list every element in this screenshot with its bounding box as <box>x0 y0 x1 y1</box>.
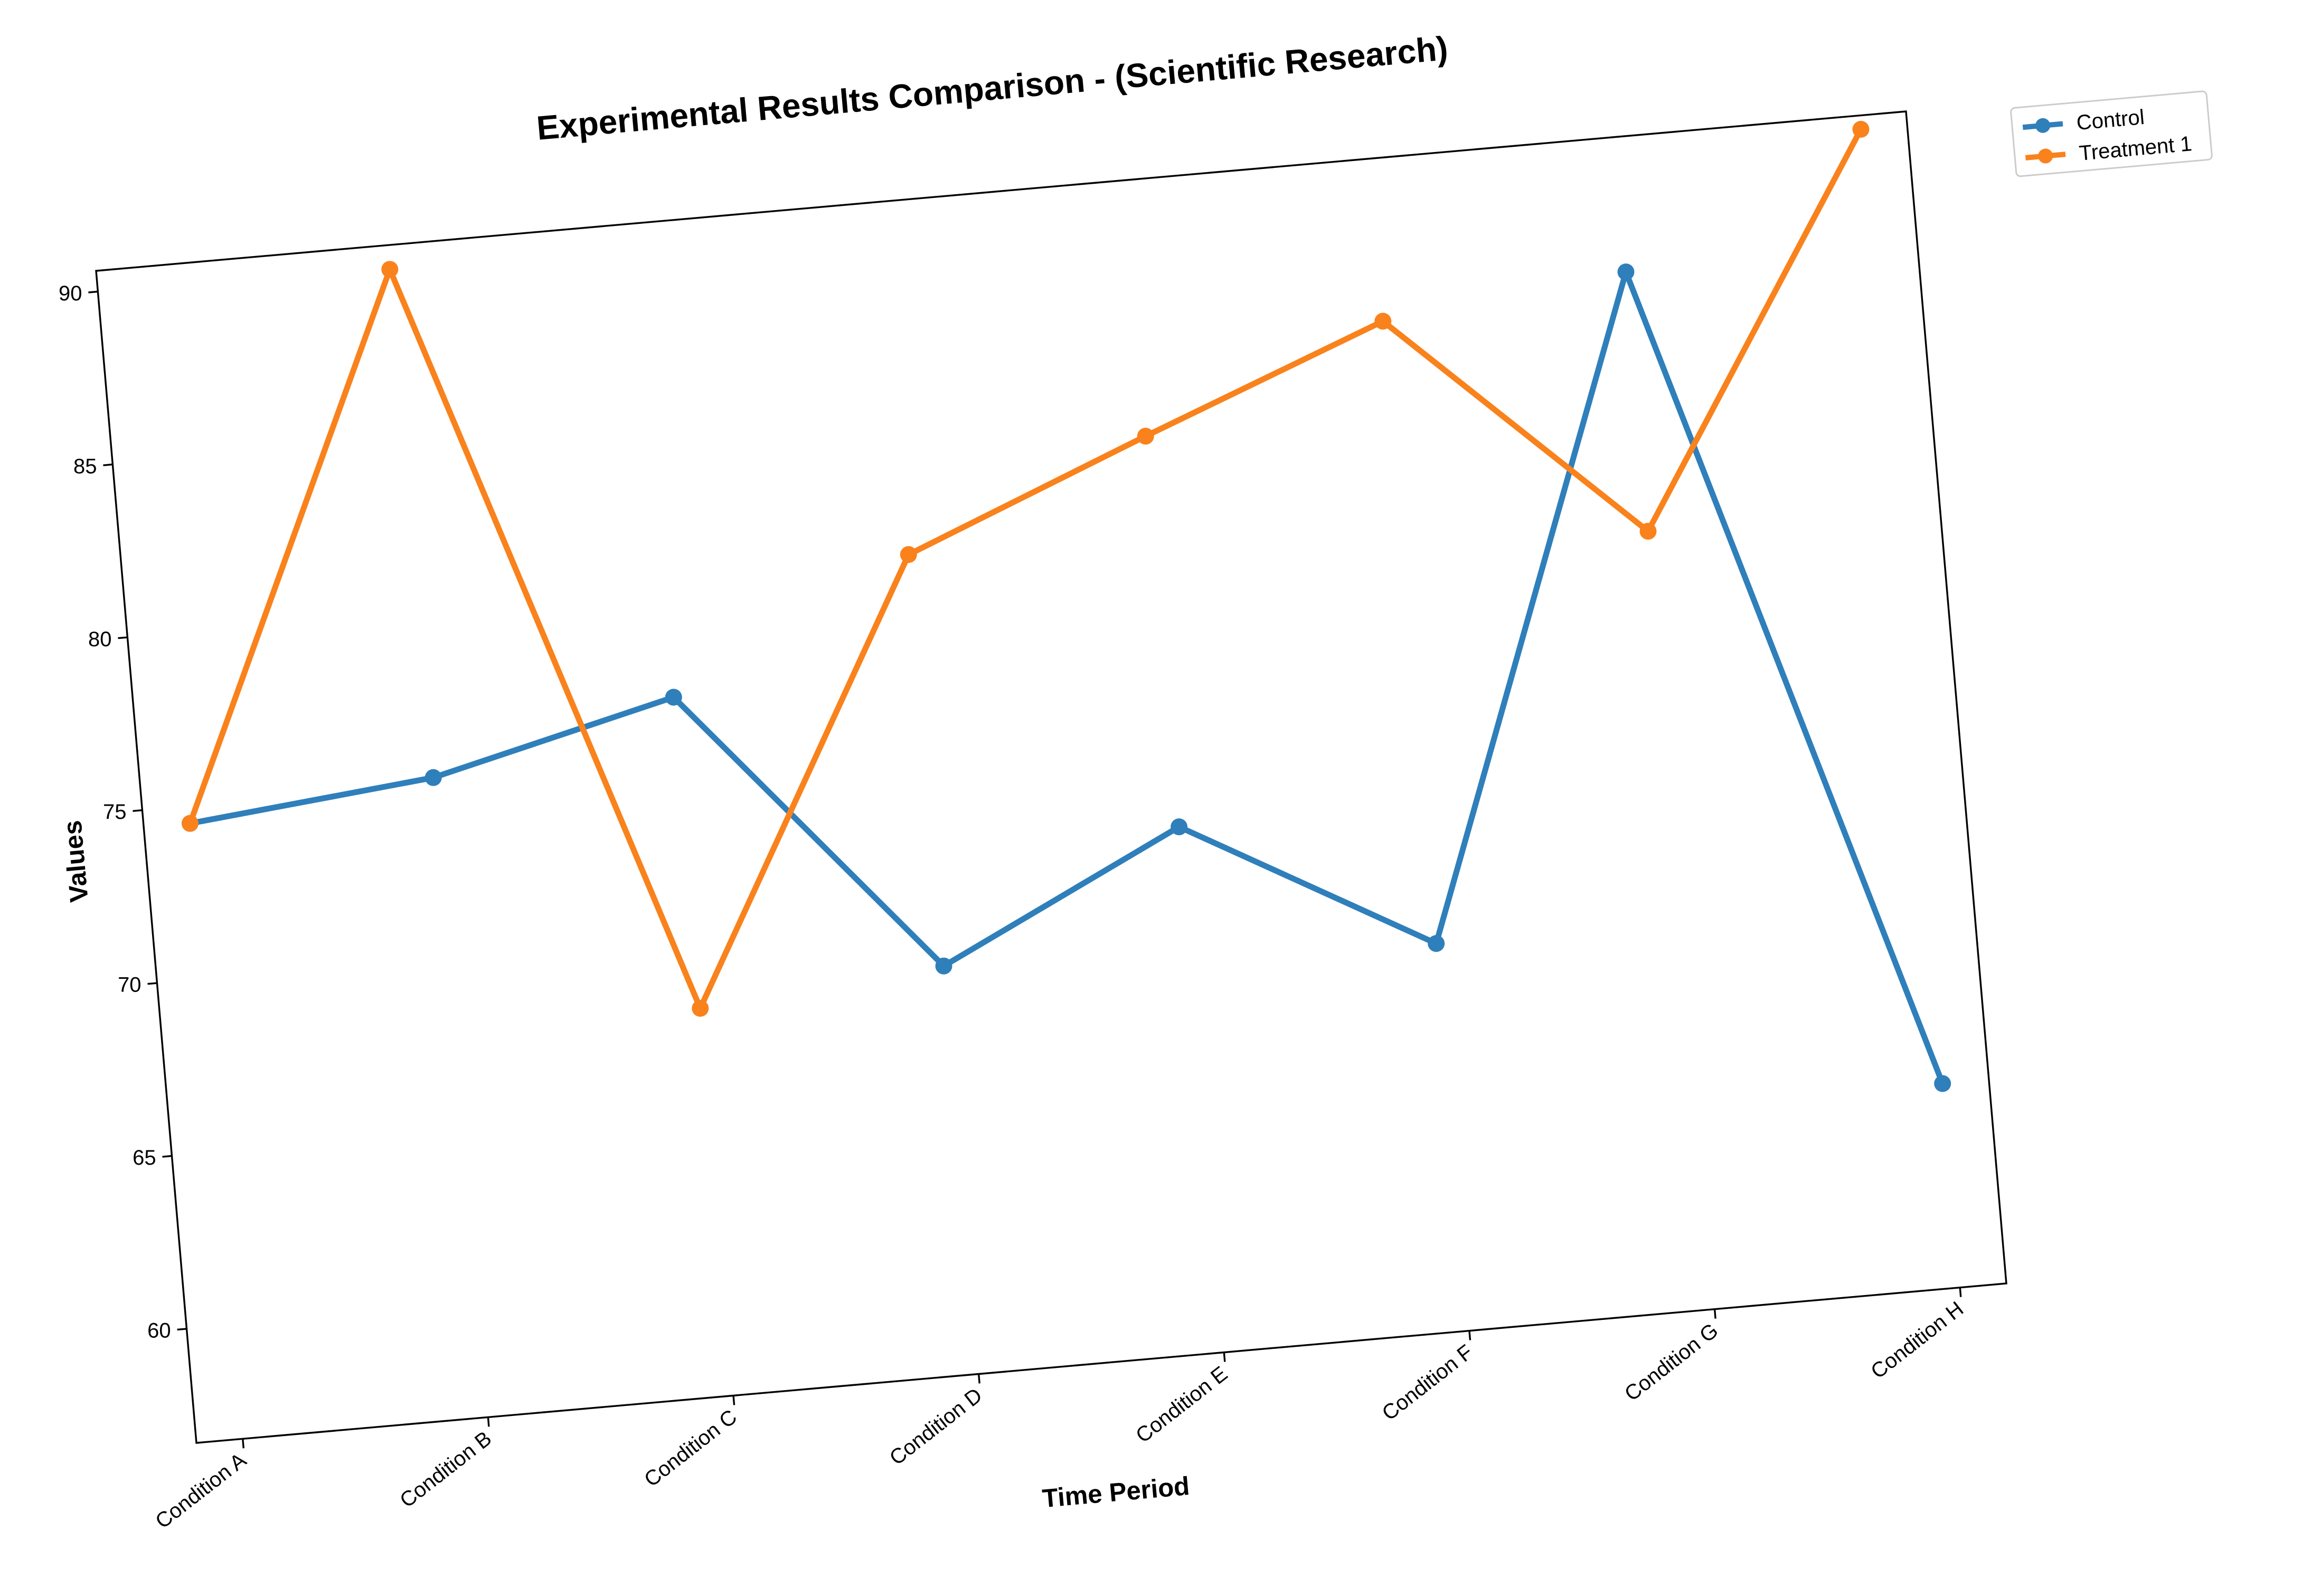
legend-marker-treatment-1 <box>2038 148 2053 164</box>
x-tick-condition-c <box>732 1395 735 1405</box>
y-tick-label-75: 75 <box>103 800 127 824</box>
y-tick-80 <box>118 636 128 639</box>
x-tick-label-condition-f: Condition F <box>1378 1340 1477 1425</box>
x-axis-title: Time Period <box>1041 1472 1191 1513</box>
x-tick-condition-a <box>242 1439 244 1449</box>
plot-area: 60 65 70 75 80 85 90 Condition A Condition B Con… <box>59 110 2007 1533</box>
point-control-condition-e <box>1171 818 1188 836</box>
x-tick-condition-e <box>1223 1352 1226 1362</box>
series-line-treatment-1 <box>187 126 1864 1012</box>
y-tick-label-65: 65 <box>133 1146 156 1169</box>
y-axis-title: Values <box>58 819 93 903</box>
point-treatment-1-condition-f <box>1374 313 1392 330</box>
y-tick-label-85: 85 <box>73 455 97 478</box>
point-treatment-1-condition-c <box>692 999 709 1017</box>
x-tick-label-condition-a: Condition A <box>151 1448 251 1533</box>
y-tick-label-70: 70 <box>118 974 141 997</box>
chart-title: Experimental Results Comparison - (Scien… <box>535 29 1449 147</box>
point-treatment-1-condition-b <box>381 261 399 278</box>
y-tick-75 <box>133 809 143 812</box>
point-control-condition-f <box>1428 935 1445 952</box>
point-treatment-1-condition-e <box>1137 428 1154 445</box>
x-tick-label-condition-d: Condition D <box>885 1384 987 1470</box>
x-tick-condition-d <box>977 1374 980 1384</box>
x-tick-condition-b <box>487 1417 490 1427</box>
x-tick-label-condition-e: Condition E <box>1131 1362 1232 1448</box>
point-treatment-1-condition-h <box>1852 120 1870 138</box>
x-tick-label-condition-h: Condition H <box>1866 1297 1968 1383</box>
point-control-condition-b <box>424 769 442 786</box>
legend-marker-control <box>2035 118 2051 133</box>
plot-frame <box>95 110 2007 1444</box>
y-tick-70 <box>147 982 157 985</box>
y-tick-label-90: 90 <box>59 282 82 305</box>
y-tick-90 <box>88 290 98 294</box>
point-treatment-1-condition-g <box>1639 523 1657 540</box>
x-tick-condition-g <box>1713 1309 1716 1319</box>
point-treatment-1-condition-a <box>182 815 199 832</box>
x-tick-label-condition-b: Condition B <box>395 1427 496 1512</box>
x-tick-condition-f <box>1468 1330 1471 1340</box>
x-tick-condition-h <box>1959 1287 1962 1297</box>
y-tick-65 <box>162 1155 172 1158</box>
point-control-condition-h <box>1934 1075 1951 1092</box>
y-tick-label-80: 80 <box>88 628 112 651</box>
point-control-condition-g <box>1617 263 1635 281</box>
y-tick-label-60: 60 <box>147 1319 171 1343</box>
point-treatment-1-condition-d <box>900 546 917 563</box>
y-tick-60 <box>177 1328 187 1331</box>
x-tick-label-condition-c: Condition C <box>640 1405 741 1491</box>
x-tick-label-condition-g: Condition G <box>1620 1319 1723 1406</box>
y-tick-85 <box>103 464 113 466</box>
point-control-condition-d <box>935 957 952 975</box>
series-layer <box>182 120 1951 1092</box>
y-axis: 60 65 70 75 80 85 90 <box>59 282 187 1343</box>
series-line-control <box>187 269 1946 1087</box>
point-control-condition-c <box>665 688 682 706</box>
